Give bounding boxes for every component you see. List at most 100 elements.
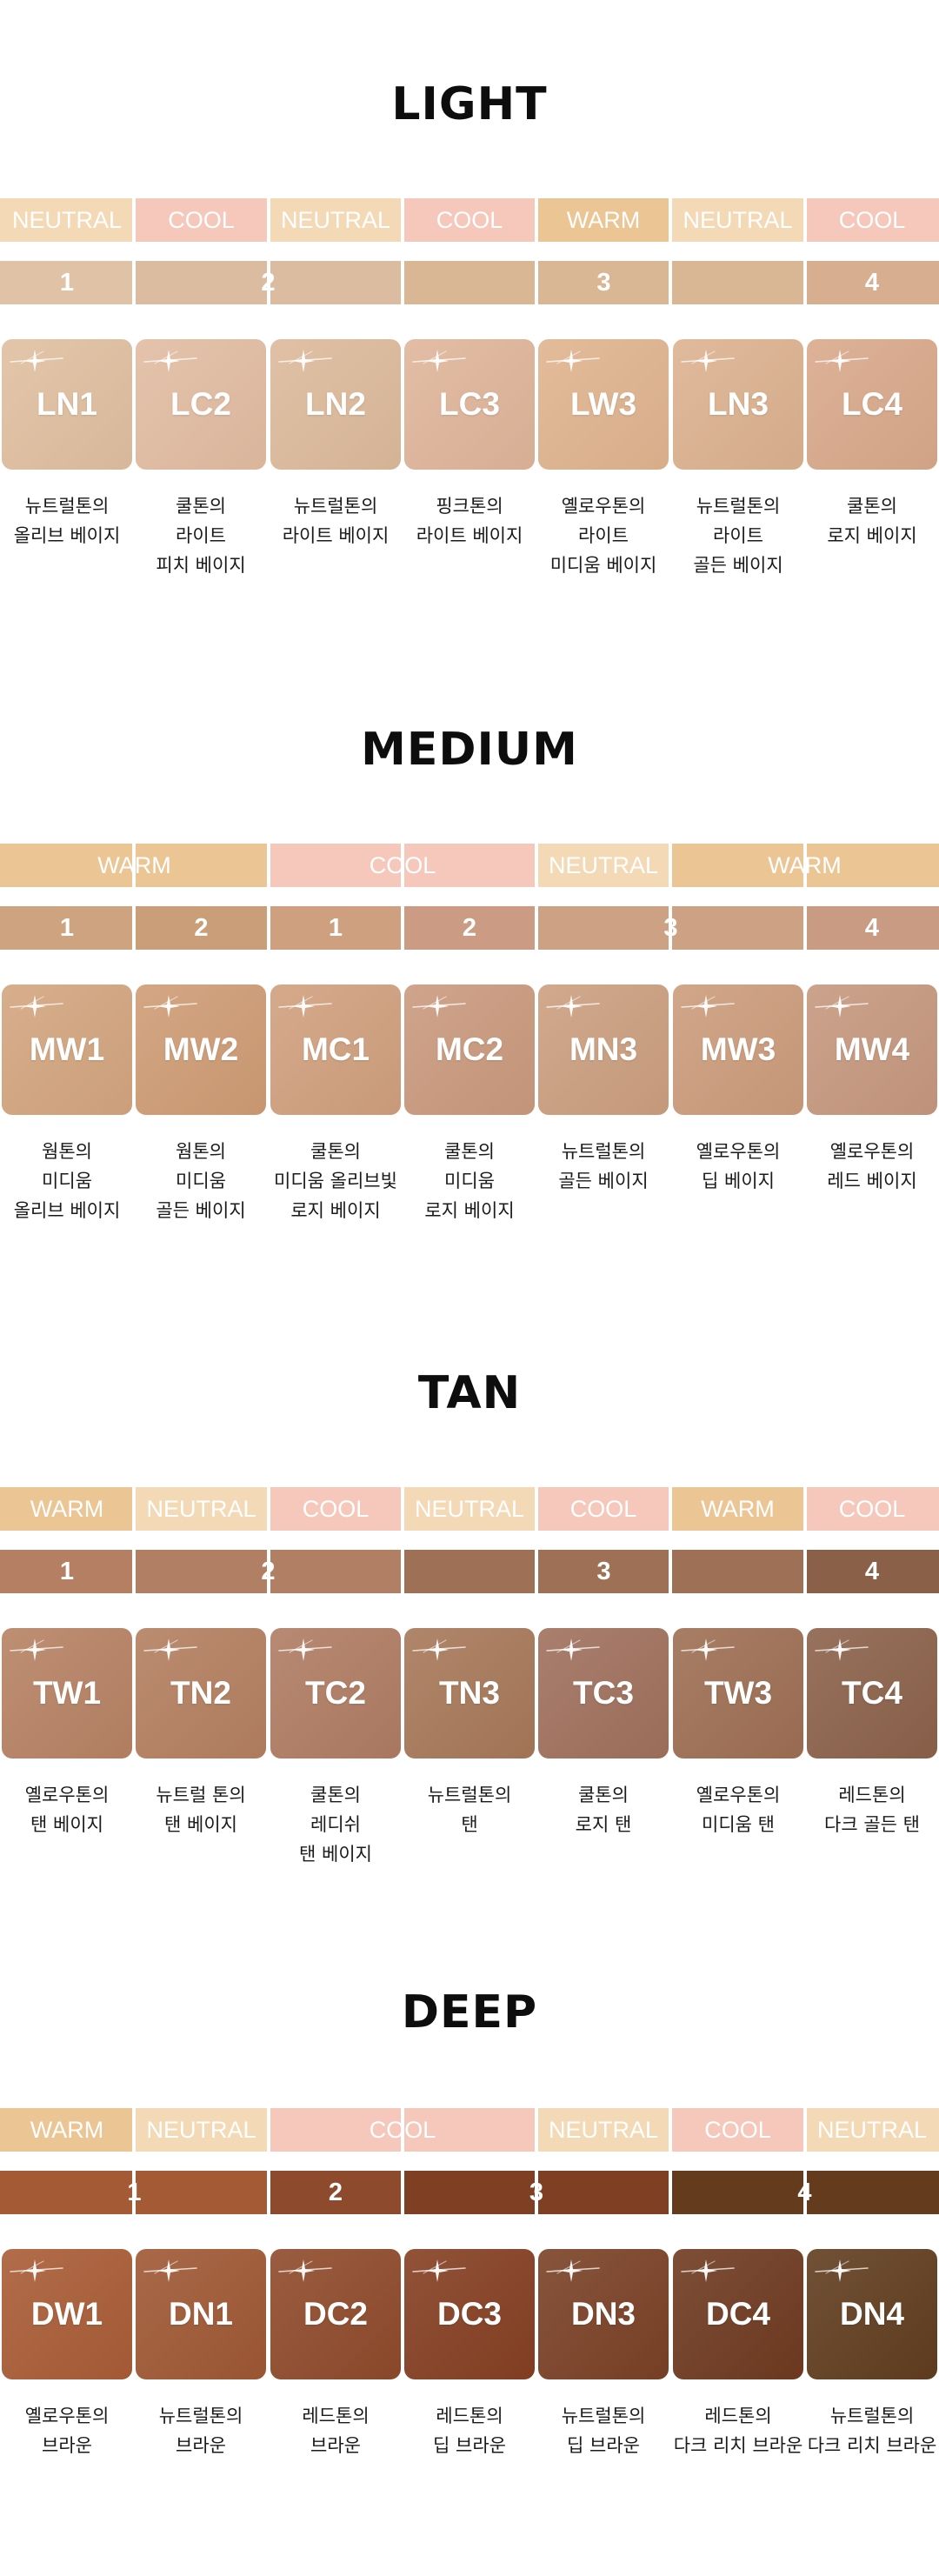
- sparkle-icon: [277, 1633, 333, 1668]
- shade-description: 옐로우톤의 미디움 탠: [670, 1780, 806, 1839]
- description-line: 올리브 베이지: [13, 525, 121, 546]
- description-line: 옐로우톤의: [696, 1141, 781, 1162]
- shade-code: TW1: [32, 1675, 102, 1711]
- shade-swatch-mw2[interactable]: MW2: [136, 984, 266, 1115]
- description-line: 쿨톤의: [176, 496, 226, 517]
- tone-label-cool: COOL: [134, 198, 269, 242]
- shade-swatch-ln1[interactable]: LN1: [2, 339, 132, 470]
- shade-description: 옐로우톤의 브라운: [0, 2401, 135, 2460]
- description-line: 뉴트럴톤의: [158, 2406, 243, 2426]
- bar-divider: [535, 2171, 538, 2214]
- shade-swatch-tc2[interactable]: TC2: [270, 1628, 401, 1758]
- tone-label-neutral: NEUTRAL: [805, 2108, 939, 2152]
- shade-swatch-lw3[interactable]: LW3: [538, 339, 669, 470]
- shade-swatch-mc2[interactable]: MC2: [404, 984, 535, 1115]
- level-number: 1: [0, 261, 134, 304]
- bar-divider: [267, 1487, 270, 1531]
- bar-divider: [132, 198, 136, 242]
- shade-swatch-mw1[interactable]: MW1: [2, 984, 132, 1115]
- bar-divider: [132, 261, 136, 304]
- shade-description: 쿨톤의 미디움 로지 베이지: [402, 1137, 537, 1225]
- bar-divider: [535, 844, 538, 887]
- shade-code: MC1: [301, 1031, 370, 1067]
- level-number: 3: [403, 1550, 805, 1593]
- bar-divider: [267, 261, 270, 304]
- description-line: 미디움 베이지: [549, 555, 657, 576]
- shade-swatch-dn4[interactable]: DN4: [807, 2249, 937, 2379]
- shade-description: 웜톤의 미디움 골든 베이지: [133, 1137, 269, 1225]
- shade-swatch-lc2[interactable]: LC2: [136, 339, 266, 470]
- shade-description: 옐로우톤의 딥 베이지: [670, 1137, 806, 1196]
- description-line: 뉴트럴톤의: [696, 496, 781, 517]
- shade-description: 레드톤의 딥 브라운: [402, 2401, 537, 2460]
- shade-description: 뉴트럴톤의 다크 리치 브라운: [804, 2401, 939, 2460]
- shade-swatch-tc3[interactable]: TC3: [538, 1628, 669, 1758]
- shade-swatch-lc3[interactable]: LC3: [404, 339, 535, 470]
- sparkle-icon: [411, 344, 467, 379]
- description-line: 브라운: [176, 2435, 226, 2456]
- shade-swatch-tn3[interactable]: TN3: [404, 1628, 535, 1758]
- sparkle-icon: [814, 2254, 869, 2289]
- tone-label-cool: COOL: [805, 1487, 939, 1531]
- bar-divider: [267, 2171, 270, 2214]
- shade-swatch-lc4[interactable]: LC4: [807, 339, 937, 470]
- shade-swatch-dc2[interactable]: DC2: [270, 2249, 401, 2379]
- bar-divider: [669, 2171, 672, 2214]
- description-line: 옐로우톤의: [24, 1785, 110, 1805]
- shade-swatch-mc1[interactable]: MC1: [270, 984, 401, 1115]
- shade-swatch-mn3[interactable]: MN3: [538, 984, 669, 1115]
- shade-swatch-tn2[interactable]: TN2: [136, 1628, 266, 1758]
- tone-label-cool: COOL: [670, 2108, 805, 2152]
- section-title-tan: TAN: [417, 1367, 522, 1419]
- shade-swatch-tc4[interactable]: TC4: [807, 1628, 937, 1758]
- description-line: 쿨톤의: [310, 1141, 361, 1162]
- shade-code: LC2: [170, 386, 231, 422]
- bar-divider: [132, 2171, 136, 2214]
- level-number: 1: [0, 1550, 134, 1593]
- shade-code: DN3: [570, 2296, 636, 2332]
- bar-divider: [669, 844, 672, 887]
- shade-swatch-dc3[interactable]: DC3: [404, 2249, 535, 2379]
- bar-divider: [267, 906, 270, 950]
- sparkle-icon: [9, 990, 64, 1024]
- sparkle-icon: [277, 2254, 333, 2289]
- sparkle-icon: [680, 1633, 736, 1668]
- description-line: 탠 베이지: [164, 1814, 237, 1835]
- shade-description: 레드톤의 브라운: [268, 2401, 403, 2460]
- shade-swatch-tw3[interactable]: TW3: [673, 1628, 803, 1758]
- bar-divider: [803, 2108, 807, 2152]
- tone-label-warm: WARM: [0, 1487, 134, 1531]
- description-line: 탠 베이지: [30, 1814, 103, 1835]
- shade-swatch-dn3[interactable]: DN3: [538, 2249, 669, 2379]
- shade-swatch-ln3[interactable]: LN3: [673, 339, 803, 470]
- level-number: 1: [0, 906, 134, 950]
- shade-swatch-dn1[interactable]: DN1: [136, 2249, 266, 2379]
- shade-description: 핑크톤의 라이트 베이지: [402, 491, 537, 551]
- shade-swatch-mw4[interactable]: MW4: [807, 984, 937, 1115]
- shade-code: LN3: [708, 386, 769, 422]
- shade-description: 뉴트럴톤의 올리브 베이지: [0, 491, 135, 551]
- tone-label-cool: COOL: [536, 1487, 670, 1531]
- bar-divider: [803, 1550, 807, 1593]
- description-line: 미디움 탠: [702, 1814, 775, 1835]
- description-line: 로지 탠: [575, 1814, 632, 1835]
- tone-label-cool: COOL: [805, 198, 939, 242]
- description-line: 쿨톤의: [578, 1785, 629, 1805]
- shade-swatch-dc4[interactable]: DC4: [673, 2249, 803, 2379]
- description-line: 골든 베이지: [156, 1200, 246, 1221]
- shade-swatch-ln2[interactable]: LN2: [270, 339, 401, 470]
- shade-swatch-mw3[interactable]: MW3: [673, 984, 803, 1115]
- description-line: 레드톤의: [838, 1785, 906, 1805]
- bar-divider: [401, 1487, 404, 1531]
- shade-description: 뉴트럴톤의 라이트 골든 베이지: [670, 491, 806, 580]
- shade-description: 쿨톤의 로지 베이지: [804, 491, 939, 551]
- shade-swatch-dw1[interactable]: DW1: [2, 2249, 132, 2379]
- sparkle-icon: [680, 990, 736, 1024]
- description-line: 레드톤의: [436, 2406, 503, 2426]
- shade-code: DN1: [168, 2296, 234, 2332]
- bar-divider: [803, 261, 807, 304]
- bar-divider: [669, 2108, 672, 2152]
- shade-code: LN2: [305, 386, 366, 422]
- bar-divider: [535, 1487, 538, 1531]
- shade-swatch-tw1[interactable]: TW1: [2, 1628, 132, 1758]
